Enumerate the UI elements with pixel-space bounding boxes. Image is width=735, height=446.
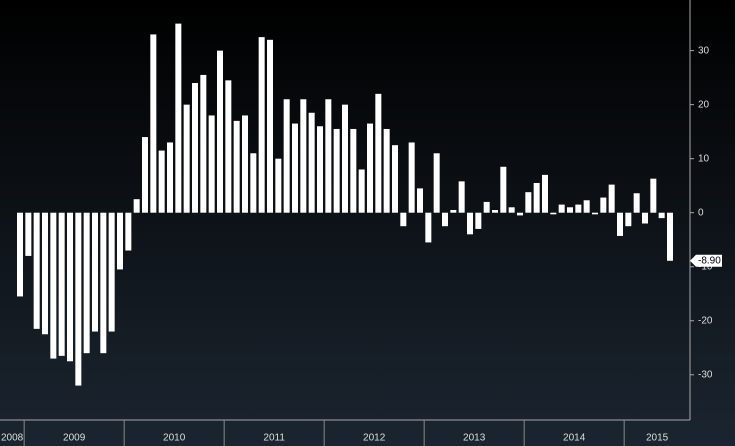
bar bbox=[375, 93, 382, 213]
bar bbox=[75, 212, 82, 386]
bar bbox=[650, 178, 657, 213]
bar bbox=[458, 181, 465, 213]
bar bbox=[225, 80, 232, 213]
bar bbox=[500, 166, 507, 213]
bar bbox=[25, 212, 32, 256]
bar bbox=[408, 142, 415, 213]
bar bbox=[575, 204, 582, 213]
bar bbox=[658, 212, 665, 219]
bar bbox=[367, 123, 373, 213]
bar bbox=[325, 99, 332, 213]
bar bbox=[317, 126, 323, 213]
bar bbox=[242, 115, 248, 213]
bar bbox=[283, 99, 290, 213]
bar bbox=[333, 128, 340, 213]
bar bbox=[425, 212, 432, 243]
bar bbox=[83, 212, 90, 354]
bar bbox=[433, 153, 440, 213]
y-tick-label: -30 bbox=[698, 369, 713, 380]
x-tick-label: 2013 bbox=[463, 433, 486, 444]
bar bbox=[450, 210, 457, 213]
bar bbox=[617, 212, 623, 236]
bar bbox=[158, 150, 165, 213]
bar bbox=[350, 128, 357, 213]
bar bbox=[250, 153, 257, 213]
bar bbox=[192, 83, 198, 213]
bar bbox=[142, 137, 148, 213]
bar bbox=[550, 212, 557, 215]
bar bbox=[67, 212, 73, 362]
bar bbox=[417, 188, 423, 213]
bar bbox=[258, 37, 265, 213]
bar bbox=[392, 145, 398, 213]
bar bbox=[200, 74, 207, 213]
bar bbox=[125, 212, 132, 251]
bar bbox=[517, 212, 523, 216]
bar bbox=[633, 193, 640, 213]
bar bbox=[150, 34, 157, 213]
bar bbox=[92, 212, 98, 332]
bar bbox=[58, 212, 65, 356]
bar bbox=[467, 212, 473, 235]
bar bbox=[592, 212, 598, 215]
bar bbox=[308, 112, 315, 213]
bar bbox=[17, 212, 23, 297]
x-tick-label: 2008 bbox=[1, 433, 24, 444]
bar bbox=[108, 212, 115, 332]
bar bbox=[208, 115, 215, 213]
y-tick-label: 30 bbox=[698, 45, 710, 56]
y-tick-label: 10 bbox=[698, 153, 710, 164]
bar bbox=[183, 104, 190, 213]
bar bbox=[117, 212, 123, 270]
bar bbox=[100, 212, 107, 354]
bar bbox=[583, 200, 590, 213]
bar bbox=[642, 212, 648, 224]
y-tick-label: -20 bbox=[698, 315, 713, 326]
bar bbox=[667, 212, 673, 261]
bar bbox=[133, 199, 140, 213]
bar bbox=[508, 207, 515, 213]
bar bbox=[400, 212, 407, 227]
bar bbox=[358, 169, 365, 213]
bar bbox=[533, 182, 540, 213]
bar bbox=[608, 184, 615, 213]
bar bbox=[300, 99, 307, 213]
bar bbox=[525, 192, 532, 213]
value-label: -8.90 bbox=[698, 255, 721, 266]
bar bbox=[233, 120, 240, 213]
value-label-box bbox=[690, 254, 722, 267]
x-tick-label: 2012 bbox=[363, 433, 386, 444]
bar bbox=[217, 50, 223, 213]
bar bbox=[542, 174, 548, 213]
bar bbox=[267, 39, 273, 213]
bar bbox=[42, 212, 48, 335]
bar bbox=[167, 142, 173, 213]
x-tick-label: 2010 bbox=[163, 433, 186, 444]
bar bbox=[600, 197, 607, 213]
bar bbox=[475, 212, 482, 229]
bar bbox=[175, 23, 182, 213]
bar bbox=[558, 204, 565, 213]
x-tick-label: 2015 bbox=[646, 433, 669, 444]
y-tick-label: -10 bbox=[698, 261, 713, 272]
bar bbox=[492, 210, 498, 213]
bar bbox=[50, 212, 57, 359]
bar bbox=[442, 212, 448, 227]
y-tick-label: 20 bbox=[698, 99, 710, 110]
bar bbox=[292, 123, 298, 213]
x-tick-label: 2014 bbox=[563, 433, 586, 444]
bar bbox=[33, 212, 40, 329]
bar bbox=[383, 128, 390, 213]
x-tick-label: 2011 bbox=[263, 433, 285, 444]
bar bbox=[567, 207, 573, 213]
x-tick-label: 2009 bbox=[63, 433, 86, 444]
y-tick-label: 0 bbox=[698, 207, 704, 218]
bar bbox=[275, 158, 282, 213]
bar bbox=[483, 201, 490, 213]
bar bbox=[625, 212, 632, 227]
bar bbox=[342, 104, 348, 213]
